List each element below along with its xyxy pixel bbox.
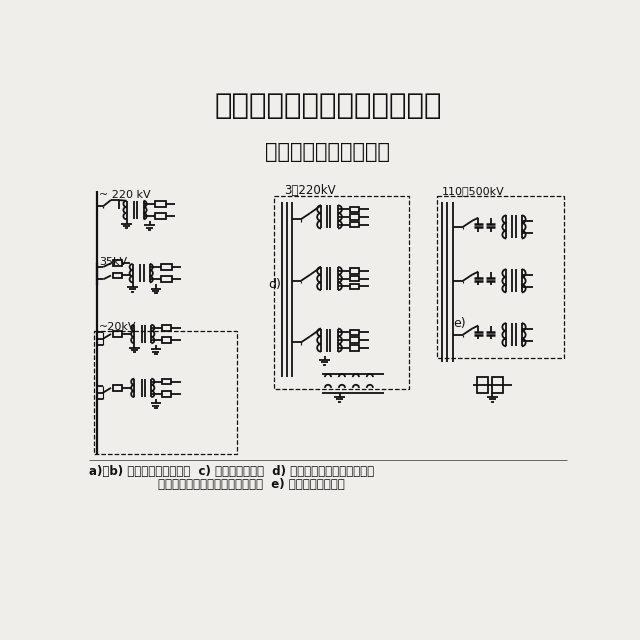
Bar: [113, 385, 122, 390]
Text: 35kV: 35kV: [99, 257, 127, 267]
Bar: [162, 325, 172, 330]
Bar: [113, 260, 122, 266]
Bar: [349, 284, 359, 289]
Bar: [349, 207, 359, 212]
Bar: [349, 214, 359, 220]
Bar: [162, 379, 172, 385]
Text: ~20kV: ~20kV: [99, 322, 137, 332]
Bar: [161, 276, 172, 282]
Bar: [94, 331, 237, 454]
Bar: [155, 201, 166, 207]
Bar: [162, 337, 172, 343]
Text: 3～220kV: 3～220kV: [284, 184, 335, 197]
Bar: [349, 337, 359, 343]
Bar: [349, 268, 359, 273]
Bar: [155, 213, 166, 220]
Bar: [436, 196, 564, 358]
Text: d): d): [268, 278, 281, 291]
Text: ~ 220 kV: ~ 220 kV: [99, 189, 151, 200]
Bar: [349, 345, 359, 351]
Bar: [274, 196, 410, 388]
Bar: [162, 391, 172, 397]
Text: 五、电压互感器二次接线方式: 五、电压互感器二次接线方式: [214, 92, 442, 120]
Text: 或一台三相五芯式电压互感器接线  e) 电容式互感器接线: 或一台三相五芯式电压互感器接线 e) 电容式互感器接线: [157, 479, 344, 492]
Bar: [161, 264, 172, 270]
Bar: [492, 377, 503, 392]
Bar: [349, 222, 359, 227]
Bar: [349, 276, 359, 281]
Bar: [477, 377, 488, 392]
Bar: [113, 273, 122, 278]
Text: 特别注意开口三角接线: 特别注意开口三角接线: [266, 142, 390, 163]
Text: e): e): [454, 317, 466, 330]
Text: a)、b) 一台电压互感器接线  c) 不完全星形联结  d) 三台单相三绕组电压互感器: a)、b) 一台电压互感器接线 c) 不完全星形联结 d) 三台单相三绕组电压互…: [90, 465, 374, 477]
Text: 110～500kV: 110～500kV: [442, 186, 505, 196]
Bar: [349, 330, 359, 335]
Bar: [113, 332, 122, 337]
